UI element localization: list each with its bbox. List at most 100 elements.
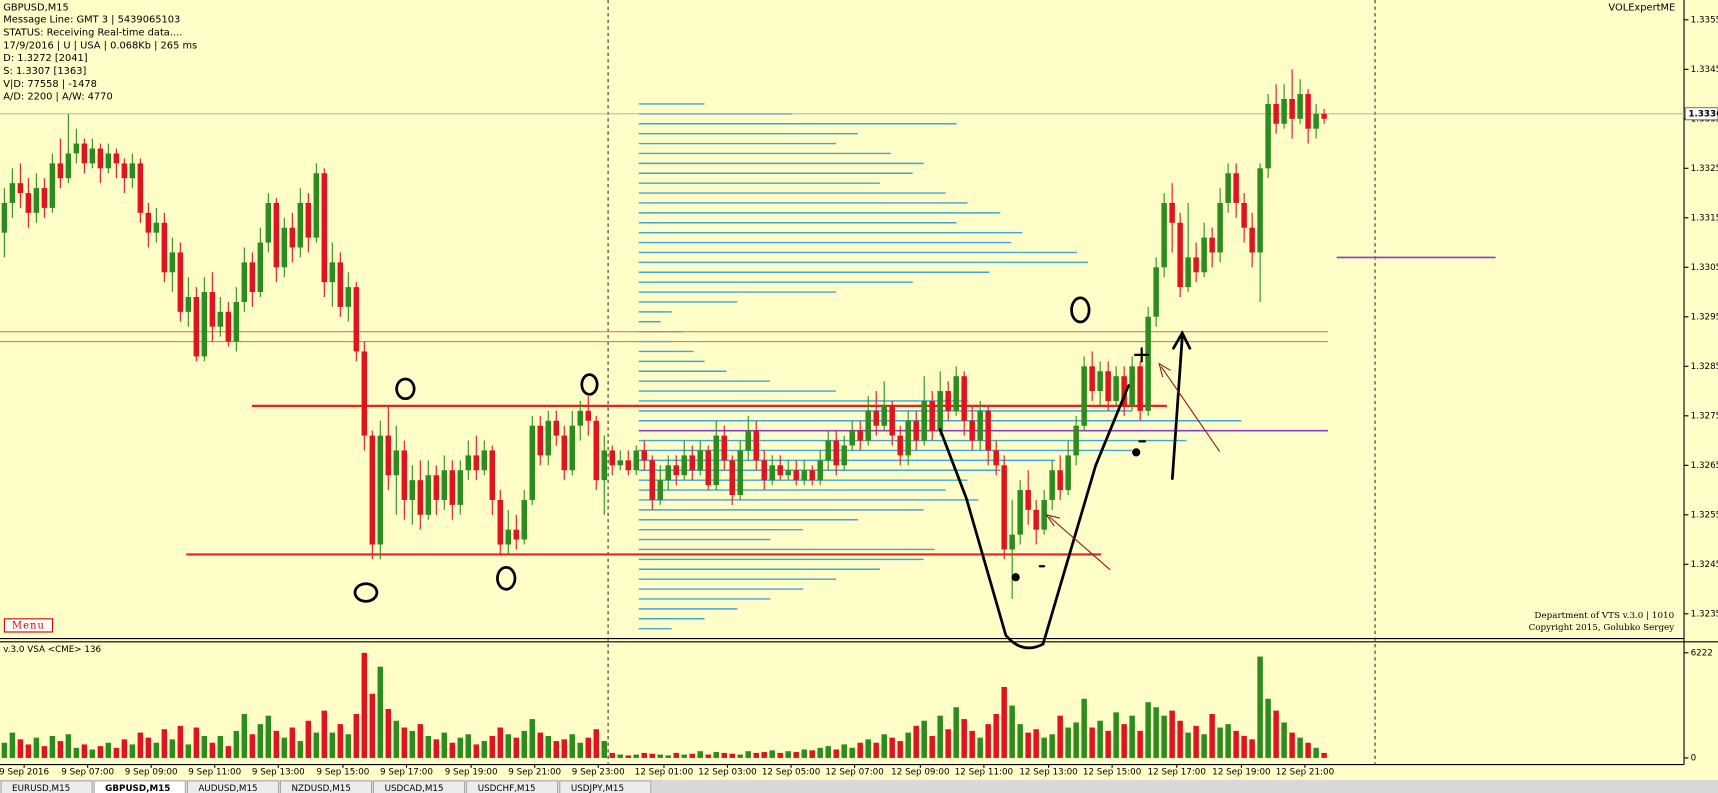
volume-bar — [881, 734, 887, 758]
symbol-tab[interactable] — [187, 780, 279, 793]
volume-bar — [897, 741, 903, 758]
candle-body — [185, 297, 192, 312]
volume-bar — [1321, 752, 1327, 758]
volume-bar — [953, 707, 959, 758]
x-tick-label: 9 Sep 13:00 — [252, 768, 305, 778]
status-line: V|D: 77558 | -1478 — [3, 79, 97, 90]
volume-bar — [409, 730, 416, 758]
candle-body — [1137, 366, 1143, 411]
volume-bar — [1161, 715, 1167, 758]
candle-body — [1129, 366, 1135, 406]
volume-bar — [273, 730, 280, 758]
candle-body — [401, 450, 408, 500]
volume-bar — [1145, 702, 1151, 758]
candle-body — [1001, 465, 1007, 550]
candle-body — [945, 391, 951, 411]
candle-body — [441, 470, 448, 500]
symbol-tab[interactable] — [0, 780, 93, 793]
volume-bar — [257, 724, 264, 758]
volume-bar — [689, 753, 695, 758]
candle-body — [793, 470, 799, 481]
volume-bar — [233, 730, 240, 758]
candle-body — [489, 450, 496, 500]
volume-bar — [161, 729, 168, 758]
symbol-tab[interactable] — [559, 780, 652, 793]
volume-bar — [329, 732, 336, 758]
volume-bar — [457, 737, 464, 758]
volume-bar — [1065, 727, 1071, 758]
candle-body — [369, 435, 376, 545]
volume-bar — [1273, 710, 1279, 758]
y-tick-label: 1.3235 — [1691, 609, 1718, 619]
volume-bar — [209, 742, 216, 758]
symbol-tab-label[interactable]: NZDUSD,M15 — [291, 784, 350, 793]
candle-body — [449, 470, 456, 505]
menu-button-label[interactable]: Menu — [12, 620, 45, 631]
volume-bar — [1017, 724, 1023, 758]
candle-body — [41, 188, 48, 208]
volume-pane-label: v.3.0 VSA <CME> 136 — [3, 645, 101, 655]
candle-body — [817, 460, 823, 481]
symbol-tab[interactable] — [93, 780, 186, 793]
x-tick-label: 9 Sep 09:00 — [125, 768, 178, 778]
x-tick-label: 12 Sep 13:00 — [1019, 768, 1077, 778]
volume-bar — [961, 719, 967, 758]
volume-bar — [1041, 737, 1047, 758]
volume-bar — [113, 747, 120, 758]
candle-body — [1065, 455, 1071, 491]
candle-body — [777, 465, 783, 476]
symbol-tab[interactable] — [280, 780, 372, 793]
candle-body — [25, 193, 32, 213]
x-tick-label: 9 Sep 11:00 — [188, 768, 241, 778]
volume-bar — [297, 741, 304, 758]
candle-body — [1217, 202, 1223, 253]
volume-bar — [553, 741, 560, 758]
candle-body — [505, 529, 512, 545]
volume-bar — [761, 752, 767, 758]
volume-bar — [17, 739, 24, 758]
volume-bar — [425, 735, 432, 758]
volume-bar — [1201, 734, 1207, 758]
menu-button[interactable] — [3, 618, 54, 633]
symbol-tab-label[interactable]: AUDUSD,M15 — [198, 784, 257, 793]
status-line: S: 1.3307 [1363] — [3, 66, 86, 77]
candle-body — [1297, 94, 1303, 119]
candle-body — [1105, 371, 1111, 401]
x-tick-label: 12 Sep 11:00 — [955, 768, 1013, 778]
candle-body — [225, 311, 232, 342]
candle-body — [265, 202, 272, 243]
candle-body — [1201, 237, 1207, 273]
candle-body — [761, 460, 767, 481]
symbol-tab-label[interactable]: EURUSD,M15 — [12, 784, 70, 793]
candle-body — [1041, 499, 1047, 530]
y-tick-label: 1.3355 — [1691, 15, 1718, 25]
symbol-tab-label[interactable]: USDJPY,M15 — [571, 784, 624, 793]
tick-mark — [1038, 347, 1150, 568]
indicator-name: VOLExpertME — [1608, 3, 1675, 14]
candle-body — [353, 287, 360, 352]
volume-bar — [497, 727, 504, 758]
y-tick-label: 1.3305 — [1691, 263, 1718, 273]
candle-body — [1305, 94, 1311, 129]
volume-bar — [1225, 724, 1231, 758]
volume-bar — [641, 752, 647, 758]
symbol-tab[interactable] — [373, 780, 465, 793]
candle-body — [577, 410, 584, 426]
symbol-tab-label[interactable]: USDCAD,M15 — [385, 784, 444, 793]
candle-body — [657, 480, 663, 500]
volume-bar — [369, 693, 376, 758]
y-tick-label: 6222 — [1691, 648, 1713, 658]
symbol-tab-label[interactable]: GBPUSD,M15 — [105, 784, 170, 793]
candle-body — [1193, 257, 1199, 273]
candle-body — [889, 405, 895, 436]
volume-bar — [313, 732, 320, 758]
x-tick-label: 9 Sep 17:00 — [380, 768, 433, 778]
candle-body — [529, 425, 536, 500]
symbol-tab[interactable] — [466, 780, 559, 793]
volume-bar — [1121, 724, 1127, 758]
symbol-tab-label[interactable]: USDCHF,M15 — [478, 784, 536, 793]
chart-data: 1.33551.33451.33351.33251.33151.33051.32… — [0, 15, 1718, 778]
volume-bar — [225, 746, 232, 758]
